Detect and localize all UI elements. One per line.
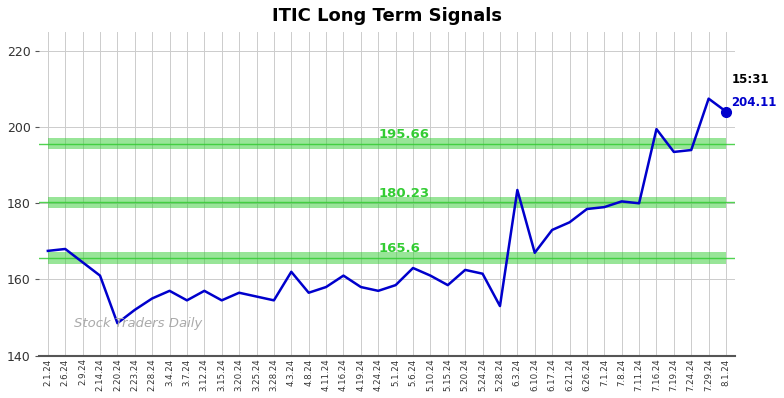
Text: 195.66: 195.66 [378,128,430,141]
Text: 15:31: 15:31 [731,73,769,86]
Title: ITIC Long Term Signals: ITIC Long Term Signals [272,7,502,25]
Text: 180.23: 180.23 [378,187,430,200]
Text: Stock Traders Daily: Stock Traders Daily [74,317,202,330]
Text: 204.11: 204.11 [731,96,777,109]
Text: 165.6: 165.6 [378,242,420,256]
